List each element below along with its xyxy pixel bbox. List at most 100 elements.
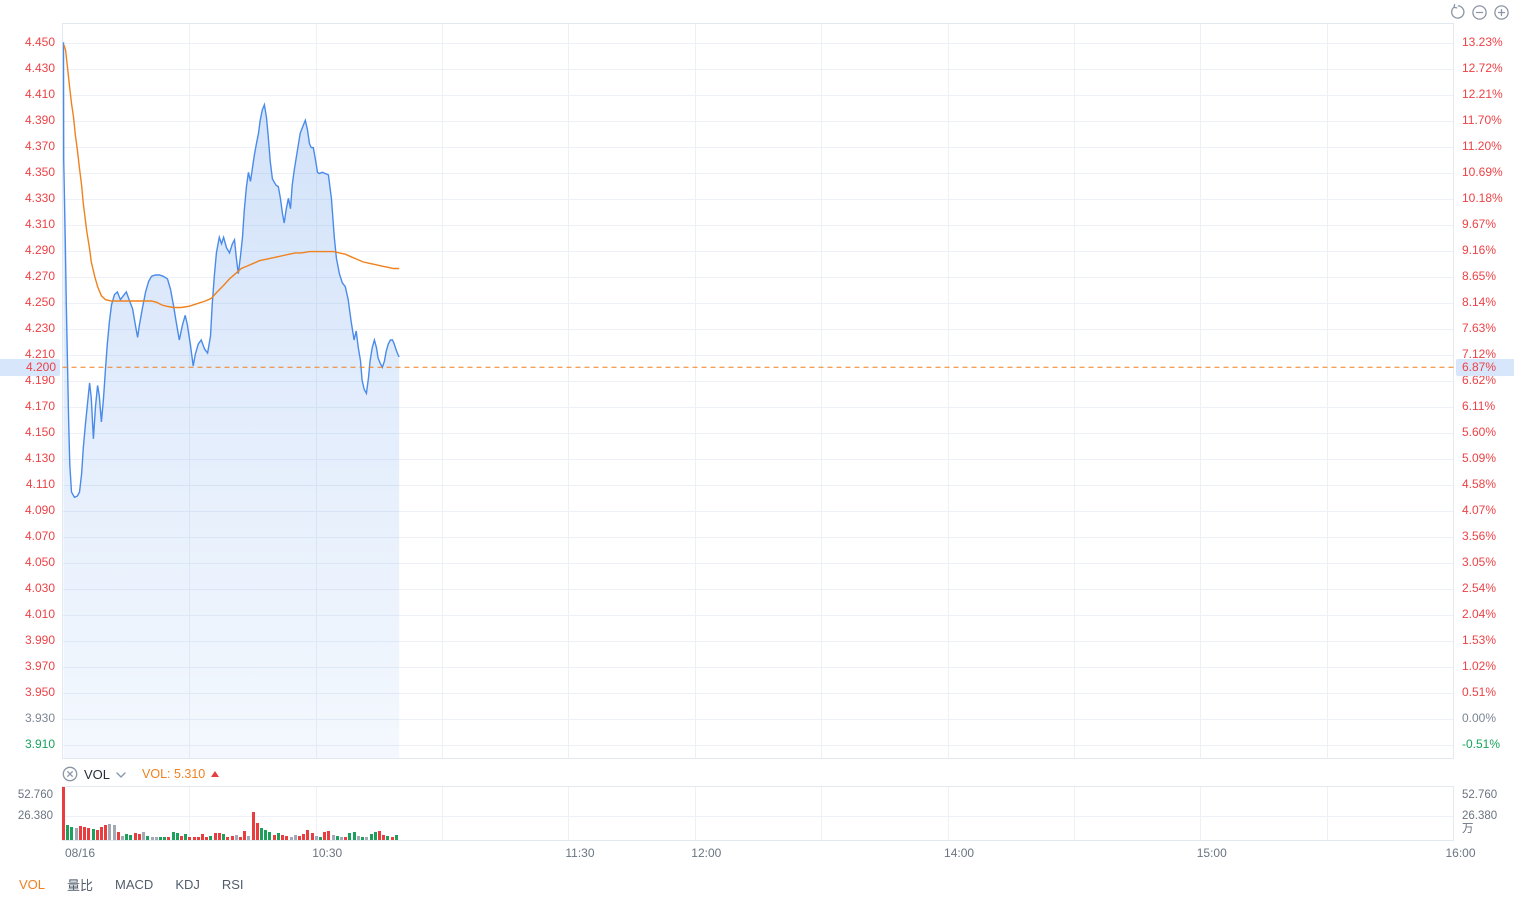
price-gridline — [63, 589, 1453, 591]
price-gridline — [63, 121, 1453, 123]
volume-bar — [133, 832, 137, 840]
volume-bar — [302, 834, 306, 841]
time-gridline — [694, 24, 696, 758]
price-gridline — [63, 641, 1453, 643]
price-gridline — [63, 329, 1453, 331]
remove-indicator-icon[interactable] — [62, 766, 78, 782]
price-pane[interactable] — [62, 23, 1454, 759]
zoom-in-icon[interactable] — [1492, 3, 1510, 21]
time-gridline — [568, 787, 570, 840]
price-gridline — [63, 719, 1453, 721]
volume-bar — [344, 836, 348, 840]
price-tick-label: 4.210 — [24, 346, 55, 361]
price-tick-label: 4.430 — [24, 60, 55, 75]
percent-tick-label: 12.21% — [1462, 86, 1503, 101]
price-tick-label: 4.270 — [24, 268, 55, 283]
volume-bar — [70, 827, 74, 841]
time-gridline — [1073, 24, 1075, 758]
undo-icon[interactable] — [1448, 3, 1466, 21]
price-tick-label: 4.050 — [24, 554, 55, 569]
volume-bar — [238, 836, 242, 840]
tab-macd[interactable]: MACD — [115, 876, 154, 892]
price-tick-label: 4.450 — [24, 34, 55, 49]
volume-bar — [386, 836, 390, 841]
volume-bar — [66, 825, 70, 841]
current-pct-label: 6.87% — [1456, 358, 1514, 376]
percent-tick-label: 10.18% — [1462, 190, 1503, 205]
tab-量比[interactable]: 量比 — [67, 877, 94, 893]
price-gridline — [63, 433, 1453, 435]
price-tick-label: 4.190 — [24, 372, 55, 387]
chevron-down-icon[interactable] — [116, 771, 126, 779]
tab-kdj[interactable]: KDJ — [175, 876, 200, 892]
price-tick-label: 3.910 — [24, 736, 55, 751]
percent-tick-label: 0.51% — [1462, 684, 1497, 699]
volume-bar — [272, 834, 276, 840]
price-gridline — [63, 43, 1453, 45]
price-tick-label: 4.290 — [24, 242, 55, 257]
time-gridline — [821, 787, 823, 840]
price-gridline — [63, 95, 1453, 97]
percent-tick-label: 12.72% — [1462, 60, 1503, 75]
percent-tick-label: -0.51% — [1462, 736, 1501, 751]
percent-tick-label: 6.62% — [1462, 372, 1497, 387]
price-tick-label: 4.030 — [24, 580, 55, 595]
volume-bar — [285, 836, 289, 841]
volume-bar — [255, 823, 259, 841]
volume-bar — [276, 832, 280, 840]
volume-bar — [260, 827, 263, 840]
volume-bar — [306, 829, 310, 840]
percent-tick-label: 9.67% — [1462, 216, 1497, 231]
volume-bar — [83, 827, 87, 841]
tab-vol[interactable]: VOL — [19, 876, 46, 892]
time-gridline — [1200, 24, 1202, 758]
volume-tick-left-2: 26.380 — [17, 810, 53, 822]
percent-tick-label: 13.23% — [1462, 34, 1503, 49]
price-tick-label: 4.230 — [24, 320, 55, 335]
volume-bar — [95, 829, 99, 840]
volume-bar — [352, 832, 356, 841]
percent-tick-label: 8.14% — [1462, 294, 1497, 309]
volume-bar — [348, 832, 352, 840]
time-label: 08/16 — [65, 846, 96, 860]
volume-bar — [243, 830, 247, 840]
volume-bar — [217, 832, 221, 840]
percent-tick-label: 7.12% — [1462, 346, 1497, 361]
volume-bar — [163, 836, 167, 840]
volume-bar — [150, 836, 154, 840]
percent-tick-label: 2.04% — [1462, 606, 1497, 621]
volume-bar — [251, 812, 255, 841]
percent-tick-label: 1.02% — [1462, 658, 1497, 673]
indicator-value: VOL: 5.310 — [142, 767, 206, 781]
time-gridline — [568, 24, 570, 758]
price-tick-label: 4.110 — [25, 476, 55, 491]
time-gridline — [442, 24, 444, 758]
tab-rsi[interactable]: RSI — [221, 876, 244, 892]
indicator-name[interactable]: VOL — [84, 766, 111, 782]
chart-toolbar — [1448, 3, 1510, 21]
volume-bar — [87, 827, 91, 840]
volume-bar — [340, 836, 343, 840]
volume-bar — [104, 825, 108, 841]
volume-bar — [394, 834, 398, 840]
current-price-label: 4.200 — [0, 358, 60, 376]
time-gridline — [1073, 787, 1075, 840]
volume-bar — [373, 832, 377, 841]
indicator-tab-bar: VOL 量比 MACD KDJ RSI — [0, 869, 1514, 899]
volume-bar — [201, 834, 204, 841]
volume-pane[interactable] — [62, 786, 1454, 841]
percent-tick-label: 10.69% — [1462, 164, 1503, 179]
price-gridline — [63, 69, 1453, 71]
price-tick-label: 4.390 — [24, 112, 55, 127]
time-gridline — [1326, 787, 1328, 840]
volume-bar — [171, 832, 175, 841]
percent-tick-label: 6.11% — [1462, 398, 1496, 413]
price-tick-label: 4.330 — [24, 190, 55, 205]
volume-bar — [268, 832, 272, 841]
volume-unit-label: 万 — [1462, 823, 1474, 835]
volume-bar — [99, 827, 103, 841]
zoom-out-icon[interactable] — [1470, 3, 1488, 21]
time-gridline — [1326, 24, 1328, 758]
volume-bar — [125, 834, 129, 841]
price-tick-label: 4.350 — [24, 164, 55, 179]
